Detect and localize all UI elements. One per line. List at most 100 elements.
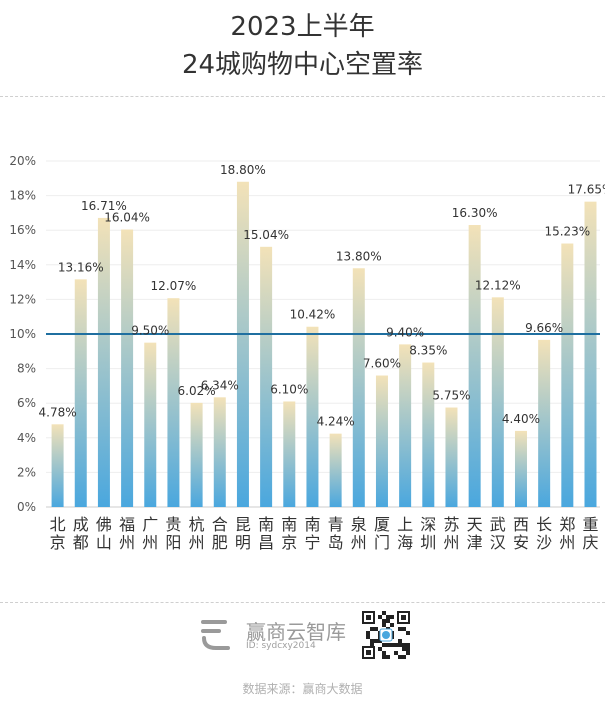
bar-南昌 (260, 246, 273, 508)
value-label: 12.12% (475, 278, 521, 292)
y-tick-label: 10% (9, 327, 36, 341)
value-label: 9.40% (386, 325, 424, 339)
bar-泉州 (352, 268, 365, 507)
bar-合肥 (213, 397, 226, 507)
x-tick-label: 深 (420, 515, 436, 534)
y-tick-label: 12% (9, 292, 36, 306)
value-label: 6.34% (201, 378, 239, 392)
x-tick-label: 厦 (374, 515, 390, 534)
x-tick-label: 合 (212, 515, 228, 534)
value-label: 5.75% (432, 389, 470, 403)
value-label: 6.02% (178, 384, 216, 398)
value-label: 10.42% (290, 308, 336, 322)
bar-杭州 (190, 402, 203, 507)
x-tick-label: 汉 (490, 533, 506, 552)
bar-重庆 (584, 201, 597, 507)
x-tick-label: 州 (351, 533, 367, 552)
x-tick-label: 天 (467, 515, 483, 534)
y-tick-label: 4% (17, 431, 36, 445)
y-tick-label: 8% (17, 362, 36, 376)
x-tick-label: 安 (513, 533, 529, 552)
value-label: 7.60% (363, 357, 401, 371)
bar-天津 (468, 225, 481, 507)
bar-贵阳 (167, 298, 180, 507)
bar-厦门 (375, 375, 388, 507)
x-tick-label: 州 (559, 533, 575, 552)
bar-青岛 (329, 433, 342, 507)
x-tick-label: 明 (235, 533, 251, 552)
value-label: 4.40% (502, 412, 540, 426)
x-tick-label: 南 (258, 515, 274, 534)
bar-昆明 (236, 181, 249, 507)
x-tick-label: 苏 (443, 515, 459, 534)
brand-name: 赢商云智库 (246, 620, 346, 644)
bar-南京 (283, 401, 296, 507)
bar-佛山 (97, 217, 110, 508)
x-tick-label: 长 (536, 515, 552, 534)
value-label: 12.07% (151, 279, 197, 293)
x-tick-label: 京 (281, 533, 297, 552)
bar-郑州 (561, 243, 574, 507)
x-tick-label: 州 (189, 533, 205, 552)
y-tick-label: 14% (9, 258, 36, 272)
y-tick-label: 20% (9, 154, 36, 168)
x-tick-label: 都 (73, 533, 89, 552)
x-tick-label: 上 (397, 515, 413, 534)
qr-code-icon (362, 611, 410, 659)
bar-广州 (144, 342, 157, 507)
data-source: 数据来源：赢商大数据 (242, 682, 363, 696)
x-tick-label: 圳 (420, 533, 436, 552)
x-tick-label: 津 (467, 533, 483, 552)
x-tick-label: 昌 (258, 533, 274, 552)
x-tick-label: 山 (96, 533, 112, 552)
bar-上海 (399, 344, 412, 507)
x-tick-label: 福 (119, 515, 135, 534)
bar-福州 (121, 229, 134, 507)
x-tick-label: 宁 (304, 533, 320, 552)
y-tick-label: 2% (17, 465, 36, 479)
bottom-divider (0, 602, 605, 603)
x-tick-label: 郑 (559, 515, 575, 534)
bar-长沙 (538, 339, 551, 507)
y-tick-label: 6% (17, 396, 36, 410)
x-tick-label: 州 (443, 533, 459, 552)
x-tick-label: 州 (142, 533, 158, 552)
value-label: 9.50% (131, 324, 169, 338)
x-tick-label: 肥 (212, 533, 228, 552)
x-tick-label: 西 (513, 515, 529, 534)
x-tick-label: 佛 (96, 515, 112, 534)
x-tick-label: 广 (142, 515, 158, 534)
x-tick-label: 州 (119, 533, 135, 552)
y-tick-label: 0% (17, 500, 36, 514)
value-label: 13.80% (336, 249, 382, 263)
bar-深圳 (422, 362, 435, 507)
x-tick-label: 成 (73, 515, 89, 534)
bar-南宁 (306, 326, 319, 507)
bar-成都 (74, 279, 87, 507)
value-label: 15.23% (544, 225, 590, 239)
x-tick-label: 门 (374, 533, 390, 552)
x-tick-label: 南 (304, 515, 320, 534)
bar-chart: 0% 2% 4% 6% 8% 10% 12% 14% 16% 18% 20% 4.78% 13.16%… (9, 154, 605, 552)
bar-苏州 (445, 407, 458, 507)
value-label: 8.35% (409, 344, 447, 358)
value-label: 18.80% (220, 163, 266, 177)
value-label: 13.16% (58, 260, 104, 274)
top-divider (0, 96, 605, 97)
x-tick-label: 北 (50, 515, 66, 534)
value-label: 9.66% (525, 321, 563, 335)
value-label: 17.65% (568, 183, 605, 197)
x-tick-label: 武 (490, 515, 506, 534)
value-label: 16.04% (104, 211, 150, 225)
x-tick-label: 泉 (351, 515, 367, 534)
y-tick-label: 16% (9, 223, 36, 237)
brand-id: ID: sydcxy2014 (246, 641, 316, 651)
chart-title-line2: 24城购物中心空置率 (181, 50, 424, 80)
value-label: 16.71% (81, 199, 127, 213)
bar-武汉 (491, 297, 504, 507)
x-tick-label: 重 (582, 515, 598, 534)
value-label: 16.30% (452, 206, 498, 220)
x-tick-label: 贵 (165, 515, 181, 534)
bar-北京 (51, 424, 64, 507)
value-label: 6.10% (270, 382, 308, 396)
